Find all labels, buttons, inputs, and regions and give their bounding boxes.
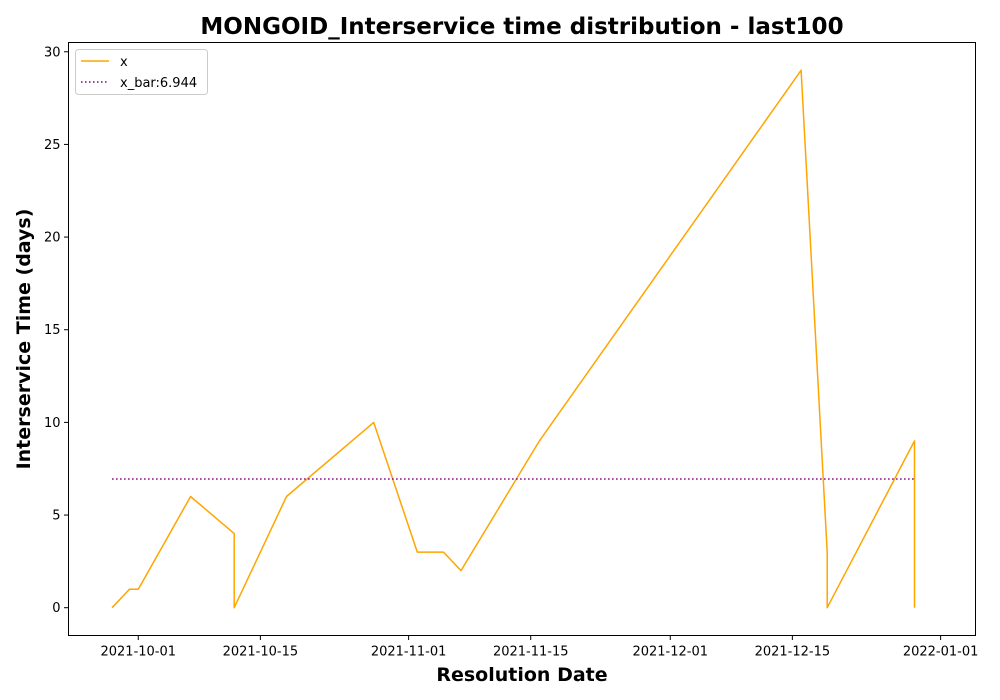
x-axis-label: Resolution Date xyxy=(436,664,607,686)
y-axis-label: Interservice Time (days) xyxy=(13,209,35,470)
x-tick-label: 2021-12-15 xyxy=(755,645,831,660)
y-tick-label: 25 xyxy=(44,138,61,153)
x-tick-label: 2021-11-01 xyxy=(371,645,447,660)
x-tick-label: 2021-10-01 xyxy=(100,645,176,660)
x-tick-label: 2021-12-01 xyxy=(632,645,708,660)
plot-frame xyxy=(68,42,976,636)
x-tick-label: 2022-01-01 xyxy=(903,645,979,660)
series-layer xyxy=(111,69,916,609)
legend-label-x-bar: x_bar:6.944 xyxy=(120,76,197,91)
y-tick-label: 5 xyxy=(52,509,60,524)
legend-label-x: x xyxy=(120,55,128,70)
y-tick-label: 15 xyxy=(44,323,61,338)
y-tick-label: 0 xyxy=(52,601,60,616)
x-tick-label: 2021-11-15 xyxy=(493,645,569,660)
x-tick-label: 2021-10-15 xyxy=(223,645,299,660)
y-tick-label: 10 xyxy=(44,416,61,431)
y-tick-label: 20 xyxy=(44,231,61,246)
y-axis-ticks: 0 5 10 15 20 25 30 xyxy=(44,45,69,616)
y-tick-label: 30 xyxy=(44,45,61,60)
series-line-x xyxy=(111,69,916,609)
x-axis-ticks: 2021-10-01 2021-10-15 2021-11-01 2021-11-15… xyxy=(100,635,979,660)
legend: x x_bar:6.944 xyxy=(75,49,208,95)
chart-title: MONGOID_Interservice time distribution -… xyxy=(200,14,843,40)
